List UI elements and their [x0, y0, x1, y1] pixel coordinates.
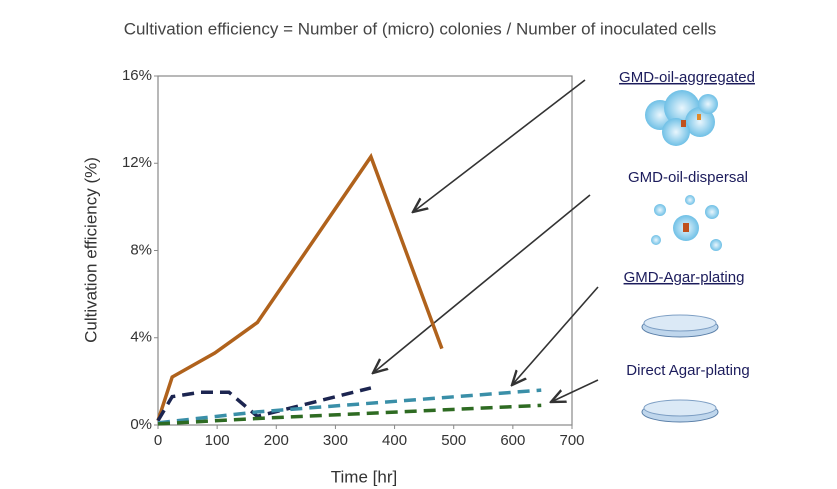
x-tick-label: 100 [205, 432, 230, 449]
legend-label: GMD-oil-aggregated [619, 69, 755, 86]
y-tick-label: 16% [122, 67, 152, 84]
legend-label: GMD-Agar-plating [624, 269, 745, 286]
x-tick-label: 600 [500, 432, 525, 449]
legend-label: Direct Agar-plating [626, 362, 749, 379]
y-axis-label: Cultivation efficiency (%) [81, 157, 100, 343]
y-tick-label: 4% [130, 329, 152, 346]
x-tick-label: 300 [323, 432, 348, 449]
x-tick-label: 200 [264, 432, 289, 449]
chart: Cultivation efficiency = Number of (micr… [0, 0, 837, 489]
y-tick-label: 12% [122, 154, 152, 171]
arrows [373, 80, 598, 402]
chart-title: Cultivation efficiency = Number of (micr… [124, 19, 717, 38]
x-tick-label: 400 [382, 432, 407, 449]
icon-agar-plate [642, 315, 718, 337]
x-tick-label: 500 [441, 432, 466, 449]
plot-frame [158, 76, 572, 425]
series-line [158, 157, 442, 421]
y-tick-label: 0% [130, 416, 152, 433]
icon-aggregated [645, 90, 718, 146]
series-line [158, 405, 541, 424]
icon-direct-plate [642, 400, 718, 422]
x-axis-label: Time [hr] [331, 467, 397, 486]
x-tick-label: 0 [154, 432, 162, 449]
icon-dispersal [651, 195, 722, 251]
legend-label: GMD-oil-dispersal [628, 169, 748, 186]
x-tick-label: 700 [559, 432, 584, 449]
y-tick-label: 8% [130, 241, 152, 258]
